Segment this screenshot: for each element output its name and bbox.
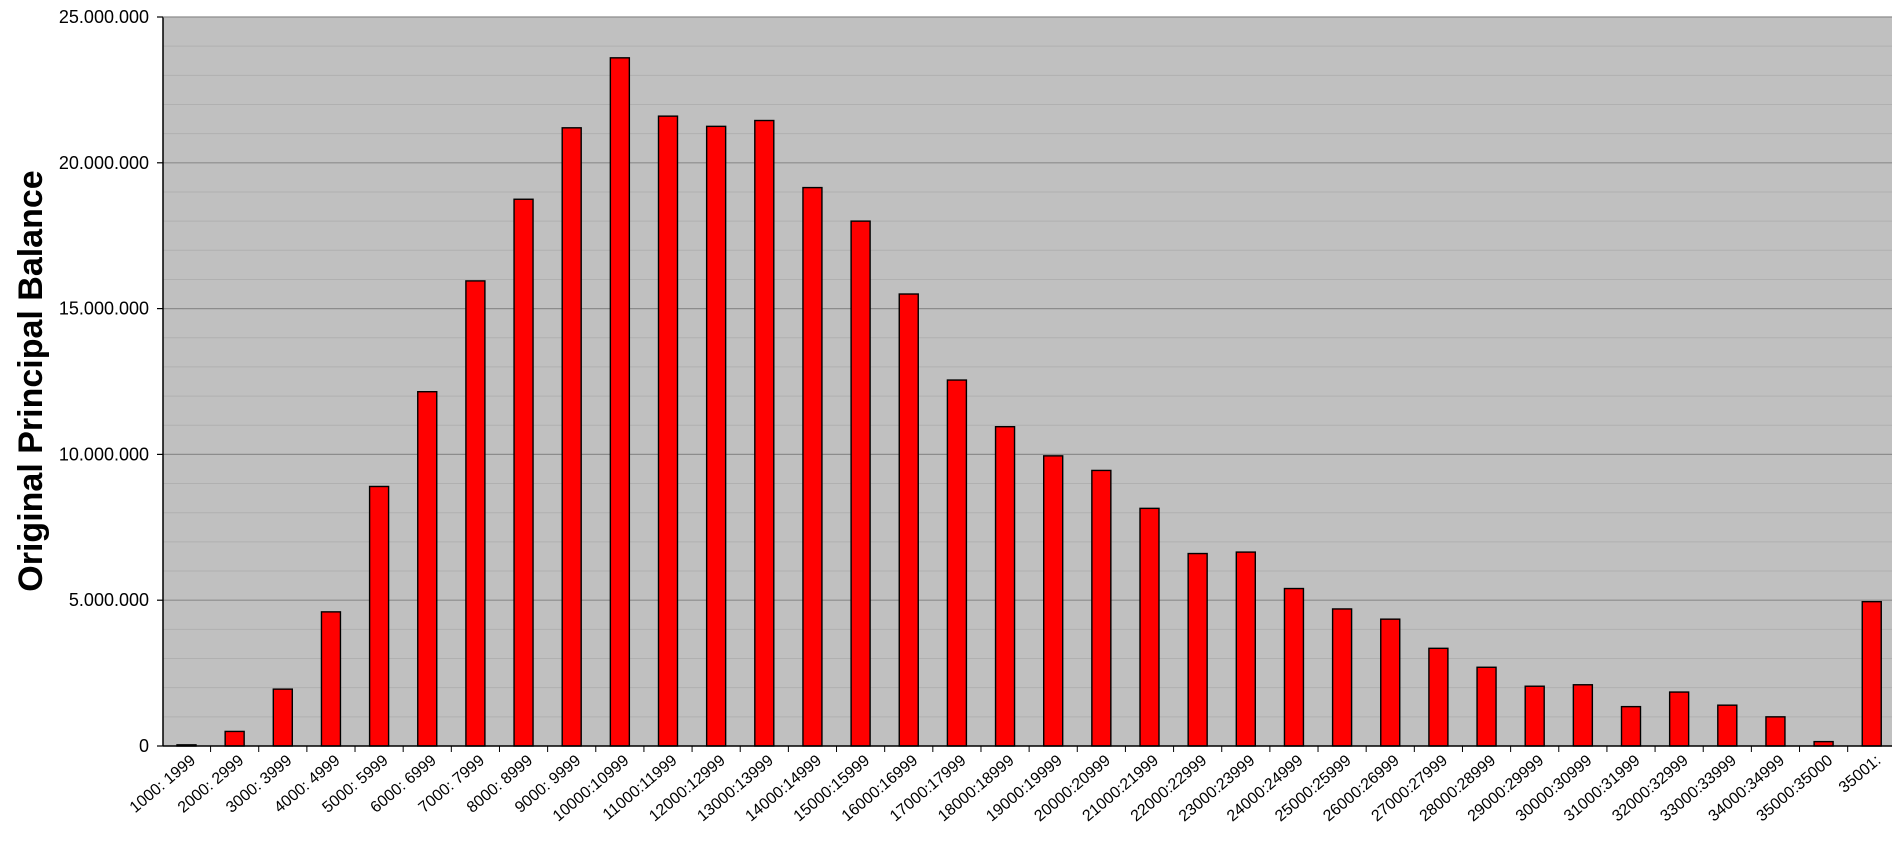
bar-7000-7999 bbox=[465, 280, 486, 747]
bar-2000-2999 bbox=[224, 730, 245, 747]
x-tick-label: 35001: bbox=[1836, 752, 1884, 796]
bar-35001 bbox=[1861, 600, 1882, 747]
y-tick-label: 0 bbox=[139, 736, 149, 756]
bar-21000-21999 bbox=[1139, 507, 1160, 747]
bar-3000-3999 bbox=[272, 688, 293, 747]
y-tick-label: 10.000.000 bbox=[59, 444, 149, 464]
bar-27000-27999 bbox=[1428, 647, 1449, 747]
bar-28000-28999 bbox=[1476, 666, 1497, 747]
bar-26000-26999 bbox=[1380, 618, 1401, 747]
bar-13000-13999 bbox=[754, 119, 775, 747]
bar-22000-22999 bbox=[1187, 552, 1208, 747]
bar-32000-32999 bbox=[1668, 691, 1690, 747]
y-tick-label: 5.000.000 bbox=[69, 590, 149, 610]
bar-5000-5999 bbox=[368, 485, 390, 747]
y-tick-label: 25.000.000 bbox=[59, 7, 149, 27]
bar-6000-6999 bbox=[417, 391, 438, 747]
bar-30000-30999 bbox=[1572, 684, 1594, 747]
bar-14000-14999 bbox=[802, 186, 823, 747]
axes bbox=[157, 16, 1892, 752]
y-axis-title: Original Principal Balance bbox=[12, 170, 50, 591]
bar-12000-12999 bbox=[705, 125, 727, 747]
bar-31000-31999 bbox=[1620, 705, 1642, 747]
bar-15000-15999 bbox=[850, 220, 871, 747]
y-tick-labels: 0 5.000.000 10.000.000 15.000.000 20.000.000… bbox=[59, 7, 149, 756]
bar-19000-19999 bbox=[1042, 455, 1064, 747]
bar-34000-34999 bbox=[1765, 716, 1786, 747]
y-tick-label: 20.000.000 bbox=[59, 153, 149, 173]
bar-23000-23999 bbox=[1235, 551, 1257, 747]
bar-11000-11999 bbox=[657, 115, 679, 747]
bar-33000-33999 bbox=[1717, 704, 1738, 747]
plot-area bbox=[163, 17, 1892, 746]
bar-24000-24999 bbox=[1283, 587, 1305, 747]
bar-29000-29999 bbox=[1524, 685, 1545, 747]
bar-4000-4999 bbox=[320, 611, 342, 747]
gridlines bbox=[163, 16, 1892, 718]
bar-20000-20999 bbox=[1091, 469, 1112, 747]
bar-16000-16999 bbox=[898, 293, 919, 747]
bar-8000-8999 bbox=[513, 198, 534, 747]
bar-17000-17999 bbox=[946, 379, 968, 747]
bar-10000-10999 bbox=[609, 57, 631, 747]
bar-18000-18999 bbox=[994, 425, 1016, 747]
bar-25000-25999 bbox=[1331, 608, 1353, 747]
bar-9000-9999 bbox=[561, 127, 582, 747]
y-tick-label: 15.000.000 bbox=[59, 299, 149, 319]
